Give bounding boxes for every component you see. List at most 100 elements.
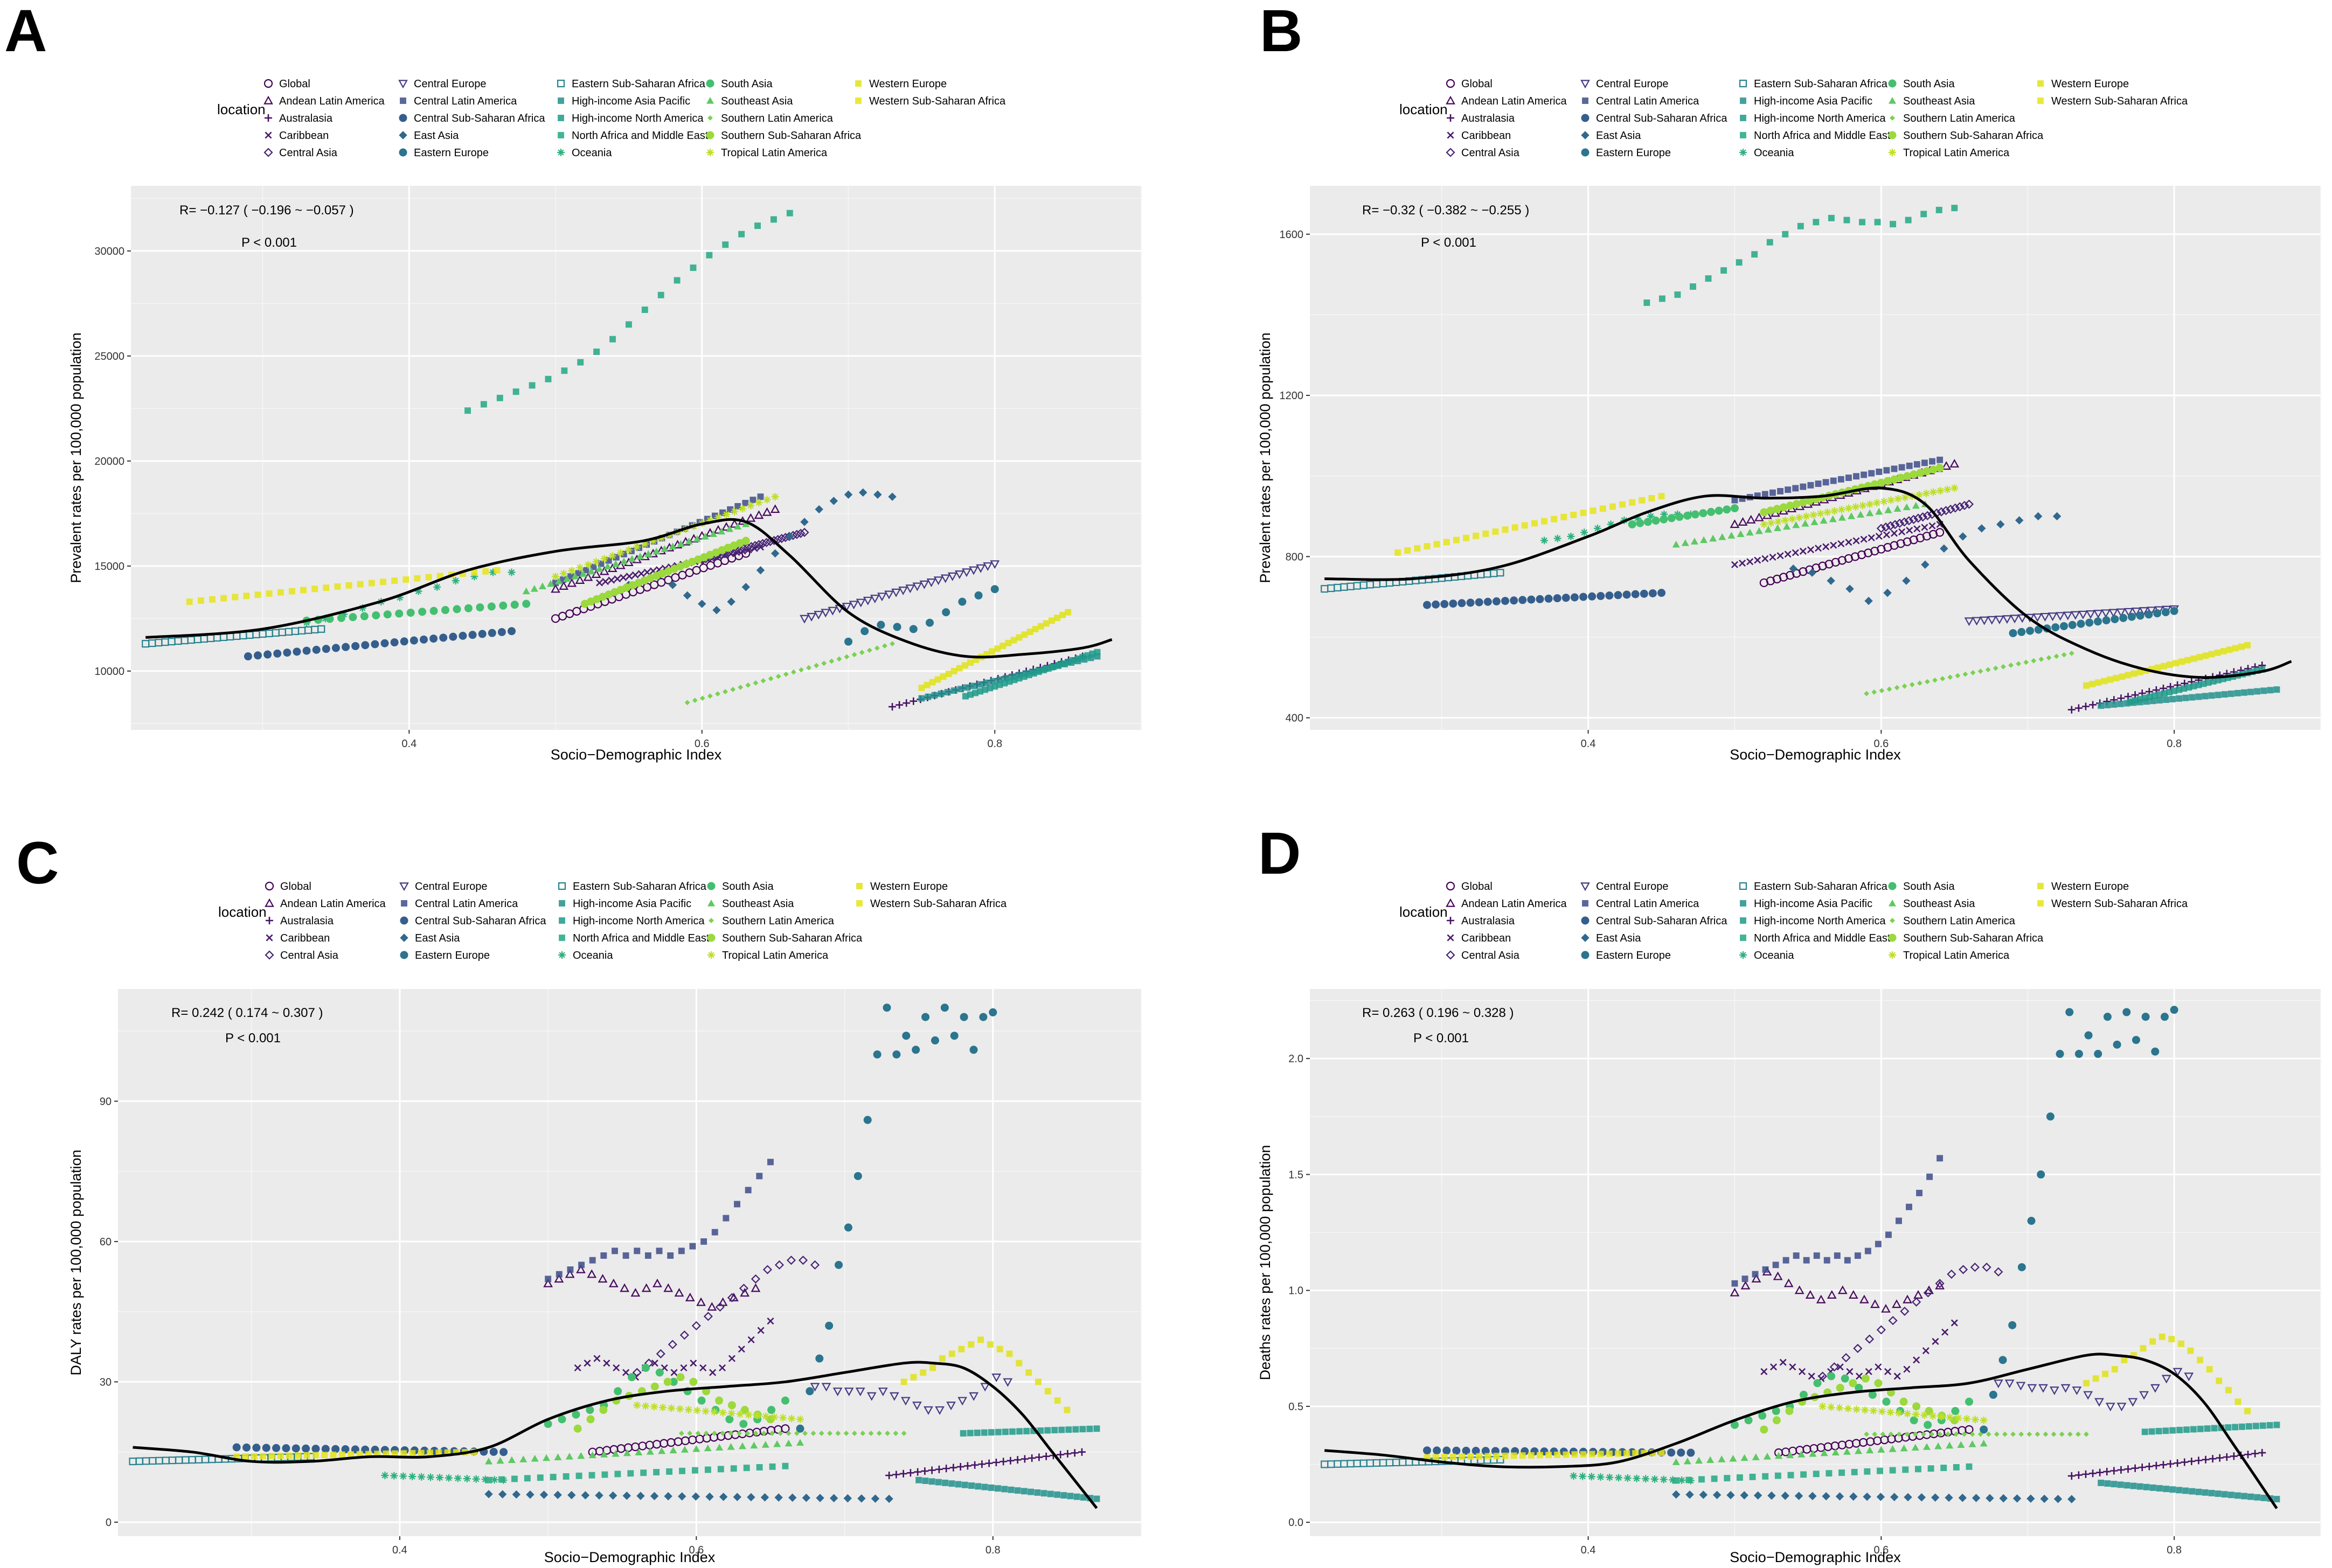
data-point xyxy=(821,609,831,618)
data-point xyxy=(499,1448,508,1457)
data-point xyxy=(2169,1486,2176,1493)
data-point xyxy=(1853,1343,1863,1353)
data-point xyxy=(1868,534,1875,541)
data-point xyxy=(726,525,734,532)
data-point xyxy=(1922,1443,1931,1450)
data-point xyxy=(783,671,789,677)
data-point xyxy=(1953,1431,1959,1437)
data-point xyxy=(459,631,467,640)
data-point xyxy=(762,1265,773,1274)
data-point xyxy=(844,1388,854,1397)
data-point xyxy=(2136,696,2143,703)
data-point xyxy=(995,1485,1001,1492)
data-point xyxy=(653,547,661,555)
data-point xyxy=(745,1411,753,1419)
legend-label: Tropical Latin America xyxy=(1903,950,2010,961)
series-caribbean xyxy=(574,1318,774,1381)
data-point xyxy=(425,574,432,581)
data-point xyxy=(690,1360,697,1367)
data-point xyxy=(751,1283,761,1292)
data-point xyxy=(2149,1338,2156,1345)
data-point xyxy=(1905,217,1912,224)
data-point xyxy=(1891,465,1898,472)
data-point xyxy=(898,587,908,596)
data-point xyxy=(626,573,633,580)
data-point xyxy=(603,1360,610,1367)
data-point xyxy=(605,557,612,564)
data-point xyxy=(1741,1276,1748,1283)
data-point xyxy=(1989,1390,1997,1399)
legend-item-central-europe: Central Europe xyxy=(1580,78,1669,90)
data-point xyxy=(704,515,711,522)
legend-item-australasia: Australasia xyxy=(1447,915,1515,927)
data-point xyxy=(1959,1265,1968,1274)
data-point xyxy=(311,586,318,593)
data-point xyxy=(1923,1288,1933,1298)
data-point xyxy=(702,1407,710,1415)
data-point xyxy=(719,1409,727,1417)
legend-item-south-asia: South Asia xyxy=(1888,881,1955,893)
panel-d-gridlines xyxy=(1310,989,2321,1536)
data-point xyxy=(1808,568,1816,577)
data-point xyxy=(2075,1431,2081,1437)
data-point xyxy=(1674,291,1681,298)
data-point xyxy=(1913,513,1923,523)
data-point xyxy=(1501,597,1510,605)
series-southern-latin-america xyxy=(684,641,895,706)
data-point xyxy=(2067,1495,2076,1503)
data-point xyxy=(1891,529,1898,537)
data-point xyxy=(2176,1426,2183,1433)
legend-key-eastern-sub-saharan-africa xyxy=(1739,882,1747,890)
data-point xyxy=(1980,1425,1988,1434)
data-point xyxy=(1086,1425,1093,1432)
data-point xyxy=(692,1467,698,1474)
data-point xyxy=(2163,1486,2169,1493)
data-point xyxy=(1947,1269,1956,1279)
legend-label: Caribbean xyxy=(279,130,329,142)
data-point xyxy=(1932,1337,1939,1345)
data-point xyxy=(742,543,752,553)
panel-c-p-value-text: P < 0.001 xyxy=(225,1031,281,1046)
data-point xyxy=(670,1369,678,1376)
data-point xyxy=(543,1278,553,1287)
data-point xyxy=(715,1396,724,1405)
data-point xyxy=(710,1408,718,1416)
data-point xyxy=(374,1451,381,1458)
data-point xyxy=(1918,512,1928,522)
data-point xyxy=(1769,1363,1778,1371)
data-point xyxy=(1977,524,1986,533)
data-point xyxy=(1544,594,1553,603)
series-central-europe xyxy=(800,560,1000,624)
series-north-africa-and-middle-east xyxy=(485,1462,789,1483)
data-point xyxy=(622,1369,630,1376)
legend-key-central-latin-america xyxy=(400,97,406,104)
data-point xyxy=(1078,1448,1086,1456)
data-point xyxy=(981,1483,988,1490)
panel-b-y-axis-title: Prevalent rates per 100,000 population xyxy=(1257,332,1273,583)
data-point xyxy=(829,1494,838,1503)
data-point xyxy=(1010,637,1017,644)
data-point xyxy=(815,505,823,514)
data-point xyxy=(383,610,392,619)
data-point xyxy=(2084,1031,2093,1040)
legend-key-western-europe xyxy=(2037,883,2044,889)
data-point xyxy=(599,1406,608,1414)
data-point xyxy=(2035,1431,2041,1437)
data-point xyxy=(2223,1453,2231,1461)
data-point xyxy=(888,492,897,501)
data-point xyxy=(358,604,366,612)
data-point xyxy=(623,1449,631,1457)
data-point xyxy=(1794,1285,1804,1294)
data-point xyxy=(800,527,809,537)
data-point xyxy=(663,1377,672,1386)
data-point xyxy=(1944,485,1952,493)
data-point xyxy=(1872,1431,1878,1437)
data-point xyxy=(967,659,974,666)
data-point xyxy=(954,570,964,579)
data-point xyxy=(1045,665,1052,672)
data-point xyxy=(1433,541,1440,548)
data-point xyxy=(1929,1431,1934,1437)
data-point xyxy=(560,576,567,583)
data-point xyxy=(2220,648,2227,654)
